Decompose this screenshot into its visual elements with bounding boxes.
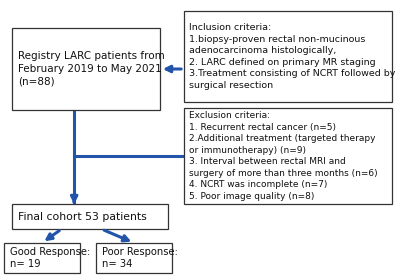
Bar (184, 11, 392, 102)
Text: Inclusion criteria:
1.biopsy-proven rectal non-mucinous
adenocarcinoma histologi: Inclusion criteria: 1.biopsy-proven rect… (189, 23, 395, 90)
Text: Exclusion criteria:
1. Recurrent rectal cancer (n=5)
2.Additional treatment (tar: Exclusion criteria: 1. Recurrent rectal … (189, 111, 378, 201)
Text: Good Response:
n= 19: Good Response: n= 19 (10, 247, 90, 269)
Bar (4, 243, 80, 273)
Bar (184, 108, 392, 204)
Bar (96, 243, 172, 273)
Bar (12, 204, 168, 229)
Bar (12, 28, 160, 110)
Text: Final cohort 53 patients: Final cohort 53 patients (18, 212, 147, 222)
Text: Poor Response:
n= 34: Poor Response: n= 34 (102, 247, 178, 269)
Text: Registry LARC patients from
February 2019 to May 2021
(n=88): Registry LARC patients from February 201… (18, 51, 165, 87)
